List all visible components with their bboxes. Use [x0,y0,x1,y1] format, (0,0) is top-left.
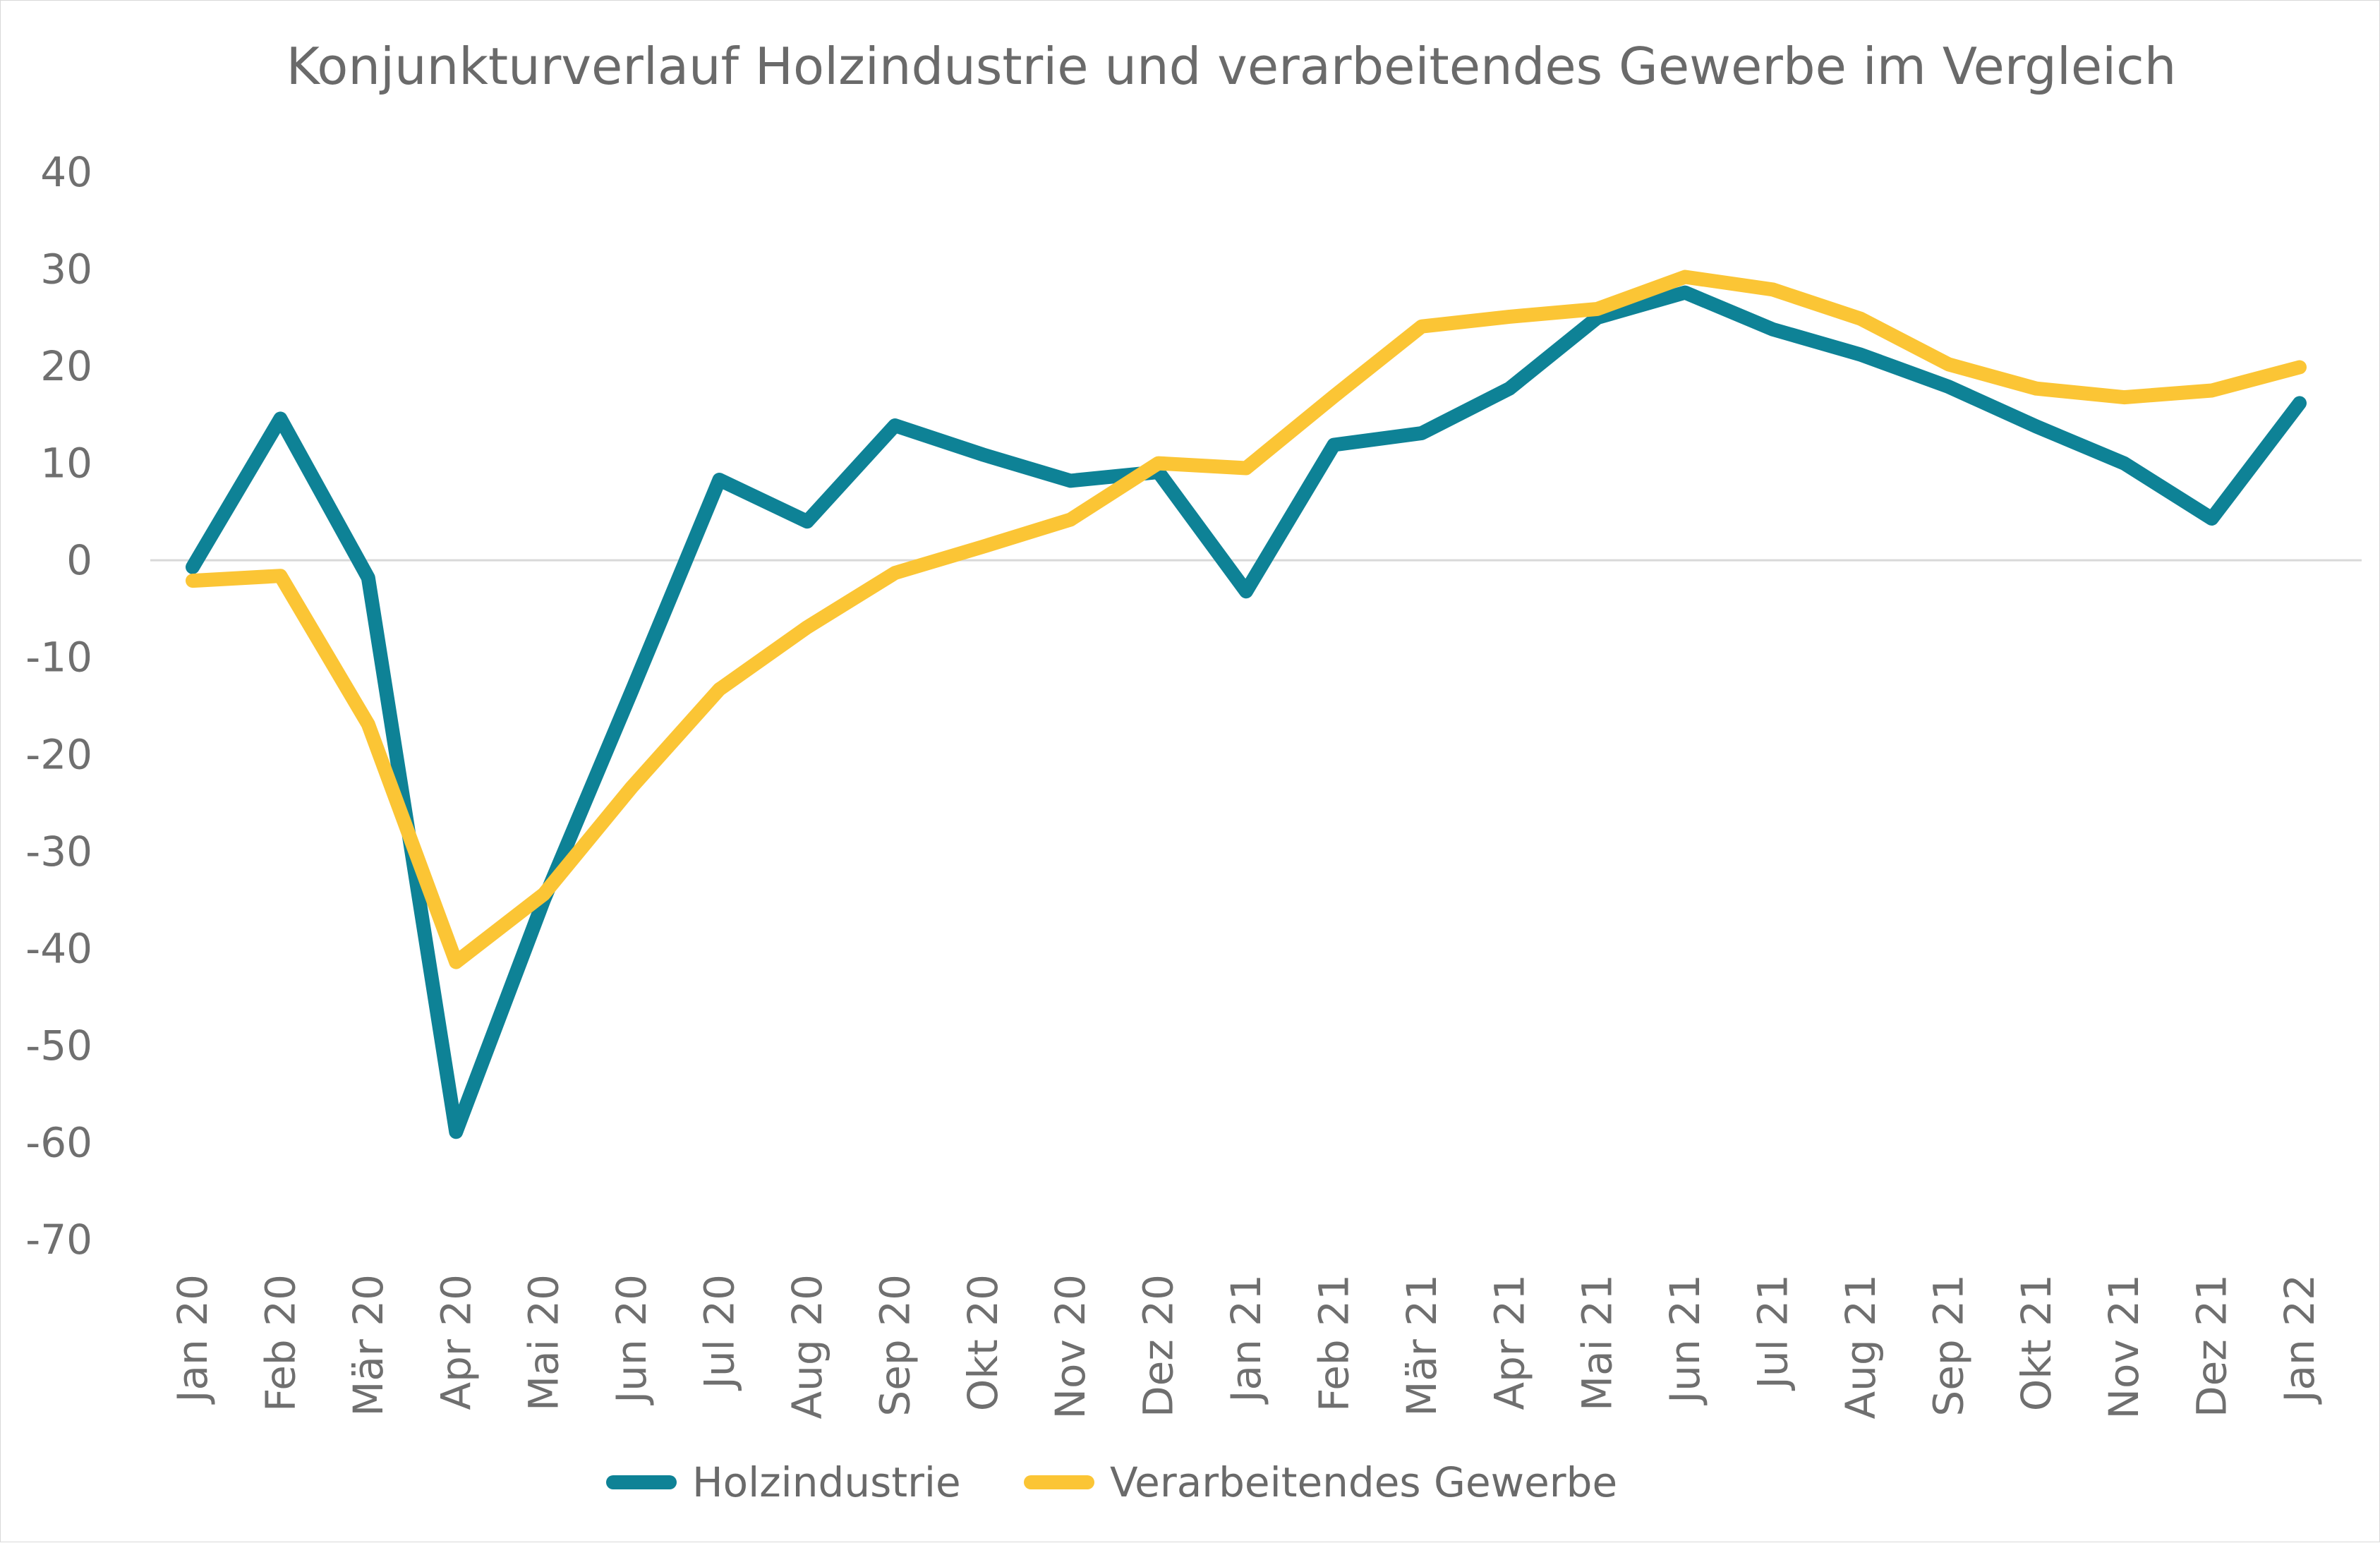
y-tick-label: -30 [25,828,92,876]
x-tick-label: Mai 20 [520,1274,568,1411]
x-tick-label: Mär 21 [1398,1274,1446,1417]
y-tick-label: -50 [25,1022,92,1070]
x-tick-label: Mär 20 [344,1274,392,1417]
y-tick-label: 0 [66,536,92,584]
x-tick-label: Nov 20 [1046,1274,1094,1419]
y-tick-label: 20 [40,342,92,390]
y-tick-label: 10 [40,440,92,488]
y-tick-label: -10 [25,634,92,682]
x-tick-label: Okt 20 [959,1274,1007,1411]
x-tick-label: Feb 21 [1310,1274,1358,1412]
x-tick-label: Jul 20 [696,1274,744,1391]
y-tick-label: -20 [25,730,92,778]
x-tick-label: Dez 20 [1135,1274,1183,1417]
y-tick-label: -70 [25,1216,92,1264]
y-tick-label: -60 [25,1118,92,1166]
x-tick-label: Sep 20 [871,1274,919,1417]
x-tick-label: Sep 21 [1924,1274,1972,1417]
series-line-1 [193,293,2300,1132]
x-tick-label: Jan 21 [1222,1274,1270,1405]
series-line-2 [193,277,2300,962]
y-tick-label: 30 [40,246,92,294]
x-tick-label: Aug 21 [1837,1274,1885,1420]
chart-title: Konjunkturverlauf Holzindustrie und vera… [286,37,2177,96]
x-tick-label: Okt 21 [2012,1274,2060,1411]
x-tick-label: Jan 20 [169,1274,217,1405]
x-tick-label: Jun 21 [1661,1274,1709,1405]
legend-label: Verarbeitendes Gewerbe [1110,1458,1617,1506]
x-tick-label: Aug 20 [783,1274,831,1420]
x-tick-label: Apr 21 [1485,1274,1533,1410]
x-tick-label: Jan 22 [2276,1274,2324,1405]
legend: Holzindustrie Verarbeitendes Gewerbe [613,1458,1617,1506]
y-tick-label: 40 [40,148,92,196]
x-tick-label: Mai 21 [1573,1274,1621,1411]
x-tick-label: Jun 20 [608,1274,656,1405]
x-tick-label: Dez 21 [2188,1274,2236,1417]
x-tick-label: Feb 20 [256,1274,304,1412]
x-tick-label: Jul 21 [1749,1274,1797,1391]
series-lines [193,277,2300,1132]
x-tick-label: Apr 20 [432,1274,480,1410]
legend-label: Holzindustrie [692,1458,961,1506]
y-axis-ticks: 40 30 20 10 0 -10 -20 -30 -40 -50 -60 -70 [25,148,92,1264]
x-tick-label: Nov 21 [2100,1274,2148,1419]
y-tick-label: -40 [25,924,92,972]
x-axis-ticks: Jan 20 Feb 20 Mär 20 Apr 20 Mai 20 Jun 20 Jul … [169,1274,2324,1420]
